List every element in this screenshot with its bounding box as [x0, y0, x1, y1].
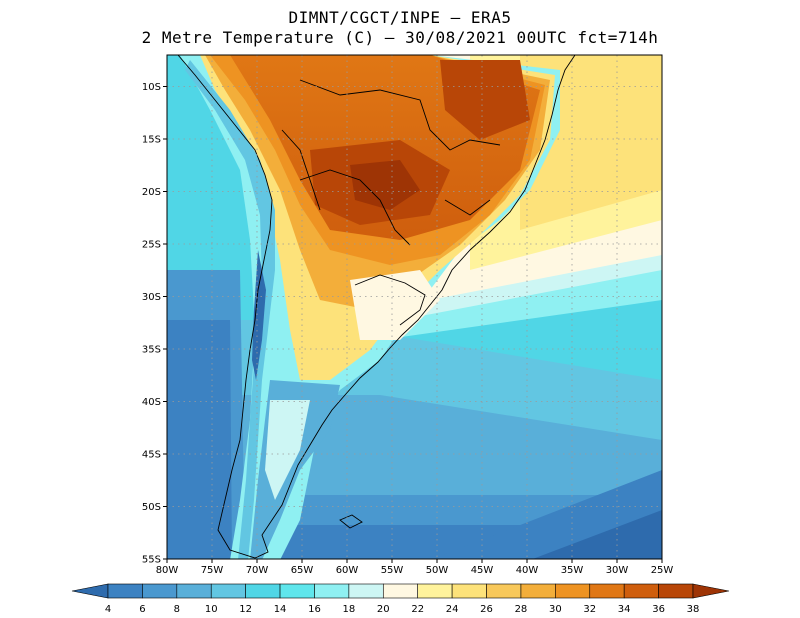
colorbar-swatch	[142, 583, 178, 599]
colorbar-label: 12	[239, 604, 252, 615]
colorbar-label: 36	[652, 604, 665, 615]
colorbar-swatch	[555, 583, 591, 599]
lat-tick-label: 50S	[142, 502, 161, 513]
colorbar-swatch	[314, 583, 350, 599]
map-frame	[166, 54, 663, 560]
lon-tick-label: 80W	[156, 565, 179, 576]
colorbar-label: 34	[618, 604, 631, 615]
map-title-line1: DIMNT/CGCT/INPE – ERA5	[288, 8, 512, 27]
lon-tick-label: 25W	[651, 565, 674, 576]
lon-tick-label: 60W	[336, 565, 359, 576]
colorbar-label: 20	[377, 604, 390, 615]
lon-tick-label: 55W	[381, 565, 404, 576]
colorbar-label: 28	[515, 604, 528, 615]
colorbar-swatch	[417, 583, 453, 599]
lon-tick-label: 70W	[246, 565, 269, 576]
colorbar-swatch	[382, 583, 419, 599]
colorbar-label: 38	[687, 604, 700, 615]
lon-tick-label: 65W	[291, 565, 314, 576]
lat-tick-label: 35S	[142, 345, 161, 356]
latitude-labels: 10S 15S 20S 25S 30S 35S 40S 45S 50S 55S	[142, 82, 167, 566]
colorbar-swatch	[658, 583, 694, 599]
colorbar-high-arrow	[692, 583, 730, 599]
lon-tick-label: 30W	[606, 565, 629, 576]
colorbar-label: 22	[411, 604, 424, 615]
longitude-labels: 80W 75W 70W 65W 60W 55W 50W 45W 40W 35W 30W 25W	[156, 559, 674, 576]
colorbar-label: 30	[549, 604, 562, 615]
colorbar-label: 24	[446, 604, 459, 615]
colorbar-swatch	[210, 583, 246, 599]
lon-tick-label: 40W	[516, 565, 539, 576]
colorbar-swatch	[176, 583, 212, 599]
lat-tick-label: 10S	[142, 82, 161, 93]
lon-tick-label: 75W	[201, 565, 224, 576]
lat-tick-label: 45S	[142, 450, 161, 461]
colorbar-label: 6	[139, 604, 145, 615]
lat-tick-label: 55S	[142, 555, 161, 566]
colorbar-label: 14	[274, 604, 287, 615]
lat-tick-label: 20S	[142, 187, 161, 198]
colorbar-label: 8	[174, 604, 180, 615]
colorbar: 4 6 8 10 12 14 16 18 20 22 24 26 28 30 32 34 36 38	[71, 583, 730, 615]
colorbar-label: 26	[480, 604, 493, 615]
lat-tick-label: 40S	[142, 397, 161, 408]
map-title-line2: 2 Metre Temperature (C) – 30/08/2021 00U…	[141, 28, 659, 47]
lat-tick-label: 15S	[142, 135, 161, 146]
colorbar-label: 18	[343, 604, 356, 615]
colorbar-swatch	[451, 583, 487, 599]
lon-tick-label: 35W	[561, 565, 584, 576]
colorbar-label: 16	[308, 604, 321, 615]
colorbar-swatch	[486, 583, 522, 599]
graticule	[167, 55, 662, 559]
colorbar-label: 10	[205, 604, 218, 615]
colorbar-swatch	[279, 583, 315, 599]
colorbar-label: 32	[583, 604, 596, 615]
colorbar-swatch	[623, 583, 659, 599]
lat-tick-label: 25S	[142, 240, 161, 251]
colorbar-swatch	[520, 583, 556, 599]
temperature-field	[167, 55, 662, 559]
colorbar-swatch	[107, 583, 143, 599]
colorbar-label: 4	[105, 604, 111, 615]
colorbar-swatch	[589, 583, 625, 599]
colorbar-low-arrow	[71, 583, 109, 599]
colorbar-swatch	[348, 583, 384, 599]
lat-tick-label: 30S	[142, 292, 161, 303]
colorbar-swatch	[245, 583, 281, 599]
lon-tick-label: 45W	[471, 565, 494, 576]
lon-tick-label: 50W	[426, 565, 449, 576]
